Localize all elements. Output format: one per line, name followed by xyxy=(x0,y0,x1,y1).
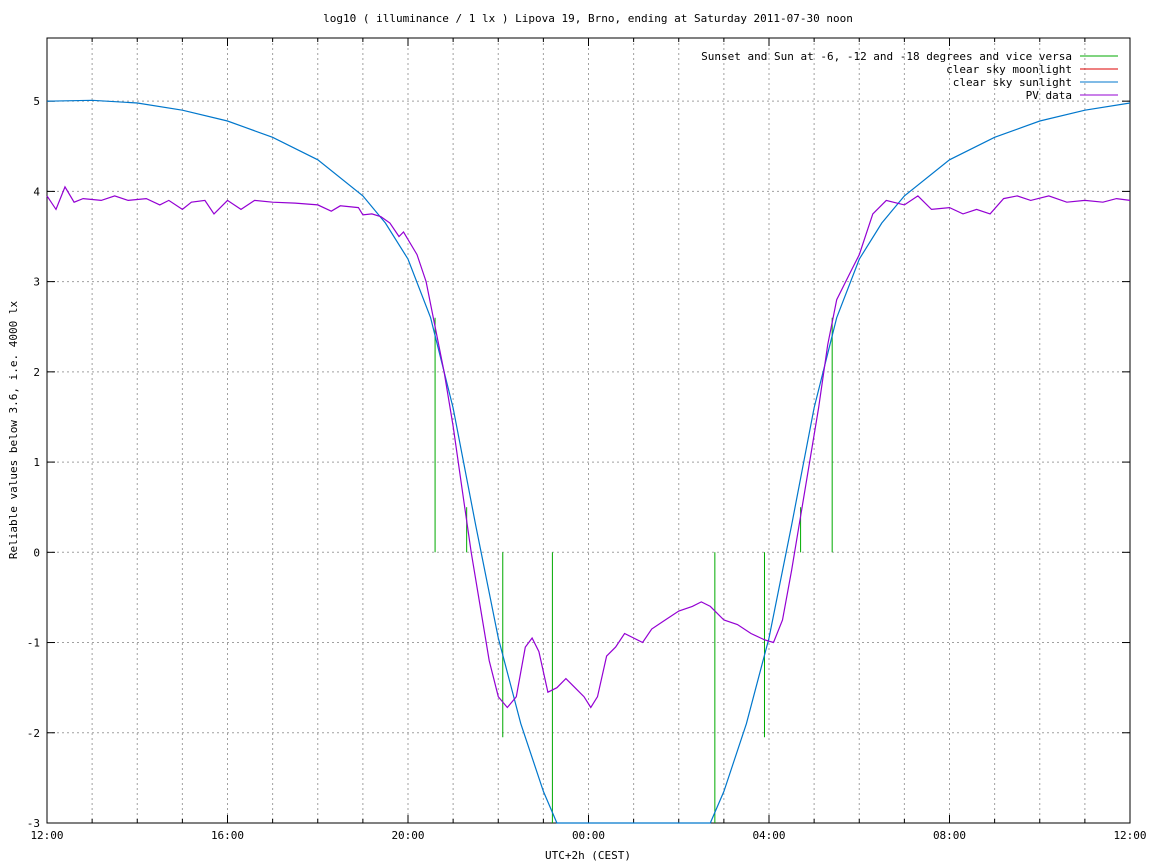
y-tick-label: 5 xyxy=(33,95,40,108)
axis-ticks: -3 -2 -1 0 1 2 3 4 5 12:00 16:00 20:00 00:00 04:00 08:… xyxy=(27,38,1147,842)
y-tick-label: 3 xyxy=(33,276,40,289)
x-tick-label: 16:00 xyxy=(211,829,244,842)
pv-data-line xyxy=(46,185,1131,709)
y-tick-label: 2 xyxy=(33,366,40,379)
y-tick-label: 4 xyxy=(33,185,40,198)
legend-label: clear sky sunlight xyxy=(953,76,1072,89)
x-axis-label: UTC+2h (CEST) xyxy=(545,849,631,862)
legend: Sunset and Sun at -6, -12 and -18 degree… xyxy=(701,50,1118,102)
x-tick-label: 00:00 xyxy=(572,829,605,842)
x-tick-label: 08:00 xyxy=(933,829,966,842)
x-tick-label: 20:00 xyxy=(391,829,424,842)
clear-sky-sunlight-line xyxy=(46,99,1131,824)
y-tick-label: -2 xyxy=(27,727,40,740)
legend-label: Sunset and Sun at -6, -12 and -18 degree… xyxy=(701,50,1072,63)
x-tick-label: 12:00 xyxy=(1113,829,1146,842)
grid xyxy=(47,38,1130,823)
data-series xyxy=(46,99,1131,824)
x-tick-label: 04:00 xyxy=(752,829,785,842)
y-tick-label: -1 xyxy=(27,637,40,650)
y-tick-label: -3 xyxy=(27,817,40,830)
y-axis-label: Reliable values below 3.6, i.e. 4000 lx xyxy=(7,300,20,559)
chart-title: log10 ( illuminance / 1 lx ) Lipova 19, … xyxy=(323,12,853,25)
y-tick-label: 1 xyxy=(33,456,40,469)
legend-label: PV data xyxy=(1026,89,1072,102)
x-tick-label: 12:00 xyxy=(30,829,63,842)
y-tick-label: 0 xyxy=(33,546,40,559)
plot-frame xyxy=(46,37,1131,824)
legend-label: clear sky moonlight xyxy=(946,63,1072,76)
